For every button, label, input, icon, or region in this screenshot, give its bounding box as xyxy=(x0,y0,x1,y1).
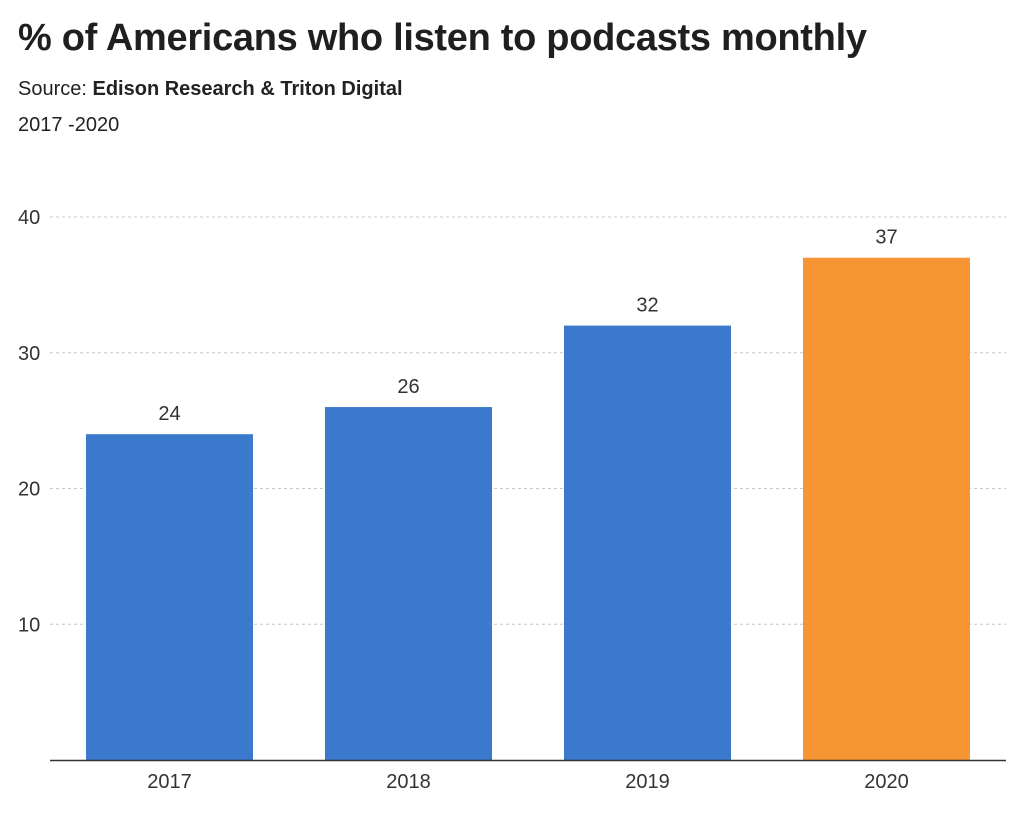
bars xyxy=(86,257,970,760)
x-axis-ticks: 2017 2018 2019 2020 xyxy=(147,771,909,793)
x-tick-label-2020: 2020 xyxy=(864,771,909,793)
y-tick-label: 40 xyxy=(18,207,40,229)
data-label-2019: 32 xyxy=(636,295,658,317)
chart-subtitle: 2017 -2020 xyxy=(18,114,120,136)
data-label-2017: 24 xyxy=(158,403,180,425)
x-tick-label-2018: 2018 xyxy=(386,771,431,793)
y-axis-ticks: 10 20 30 40 xyxy=(18,207,40,636)
x-tick-label-2019: 2019 xyxy=(625,771,670,793)
data-labels: 24 26 32 37 xyxy=(158,227,897,425)
source-line: Source: Edison Research & Triton Digital xyxy=(18,76,1008,102)
bar-2019 xyxy=(564,325,731,760)
bar-2017 xyxy=(86,434,253,760)
data-label-2020: 37 xyxy=(875,227,897,249)
y-tick-label: 30 xyxy=(18,343,40,365)
source-label: Source: xyxy=(18,78,93,100)
y-tick-label: 20 xyxy=(18,479,40,501)
bar-2018 xyxy=(325,407,492,760)
chart-title: % of Americans who listen to podcasts mo… xyxy=(18,17,867,59)
data-label-2018: 26 xyxy=(397,376,419,398)
x-tick-label-2017: 2017 xyxy=(147,771,192,793)
y-tick-label: 10 xyxy=(18,614,40,636)
bar-2020 xyxy=(803,257,970,760)
source-name: Edison Research & Triton Digital xyxy=(92,78,403,100)
chart-header: % of Americans who listen to podcasts mo… xyxy=(18,14,1008,138)
